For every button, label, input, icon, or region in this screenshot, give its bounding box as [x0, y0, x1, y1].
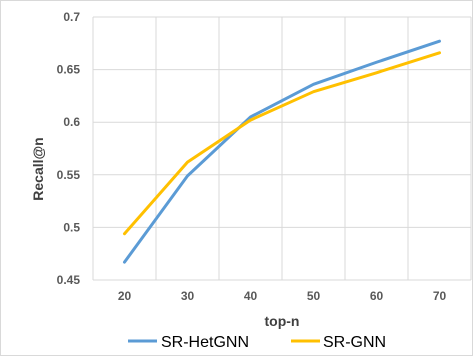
series-line-sr-hetgnn: [123, 39, 441, 264]
x-tick-label: 30: [181, 289, 195, 303]
x-tick-label: 60: [370, 289, 384, 303]
y-tick-label: 0.55: [57, 168, 81, 182]
series-line-sr-gnn: [123, 51, 441, 236]
y-tick-label: 0.45: [57, 273, 81, 287]
y-tick-label: 0.6: [63, 115, 80, 129]
y-tick-label: 0.5: [63, 220, 80, 234]
x-axis-title: top-n: [265, 313, 300, 329]
x-tick-label: 40: [244, 289, 258, 303]
series-lines: [123, 39, 441, 264]
grid-lines: [92, 16, 472, 281]
legend-label: SR-GNN: [323, 334, 386, 351]
x-tick-label: 20: [118, 289, 132, 303]
x-tick-label: 70: [433, 289, 447, 303]
x-tick-label: 50: [307, 289, 321, 303]
y-tick-label: 0.7: [63, 10, 80, 24]
y-tick-labels: 0.45 0.5 0.55 0.6 0.65 0.7: [57, 10, 81, 287]
legend: SR-HetGNN SR-GNN: [128, 334, 386, 351]
x-tick-labels: 20 30 40 50 60 70: [118, 289, 447, 303]
y-axis-title: Recall@n: [30, 137, 46, 200]
y-tick-label: 0.65: [57, 63, 81, 77]
legend-label: SR-HetGNN: [161, 334, 249, 351]
